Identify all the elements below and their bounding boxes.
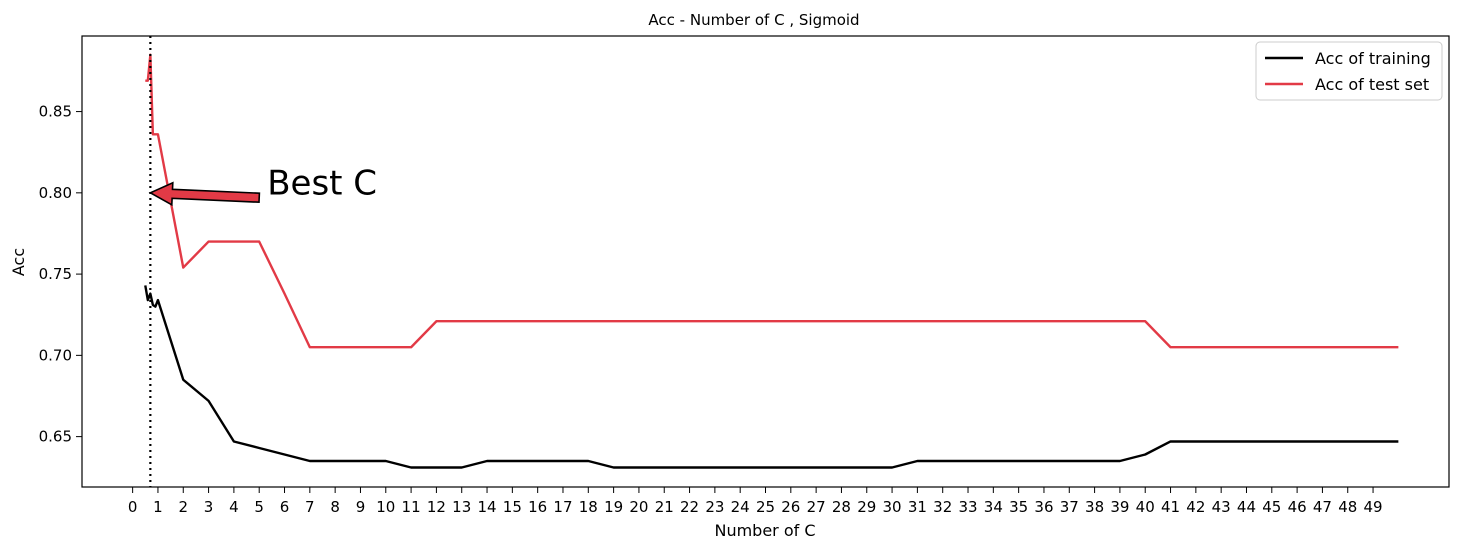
- y-axis-label: Acc: [9, 248, 28, 276]
- x-tick-label: 32: [933, 498, 952, 516]
- x-tick-label: 49: [1364, 498, 1383, 516]
- x-tick-label: 17: [553, 498, 572, 516]
- y-tick-label: 0.65: [39, 428, 72, 446]
- x-tick-label: 45: [1262, 498, 1281, 516]
- y-tick-label: 0.70: [39, 346, 72, 364]
- chart-title: Acc - Number of C , Sigmoid: [648, 11, 859, 29]
- x-tick-label: 4: [229, 498, 239, 516]
- x-tick-label: 19: [604, 498, 623, 516]
- x-tick-label: 22: [680, 498, 699, 516]
- y-tick-label: 0.85: [39, 103, 72, 121]
- x-tick-label: 6: [280, 498, 290, 516]
- x-axis-label: Number of C: [714, 521, 815, 540]
- x-tick-label: 38: [1085, 498, 1104, 516]
- x-tick-label: 13: [452, 498, 471, 516]
- x-tick-label: 2: [178, 498, 188, 516]
- x-tick-label: 35: [1009, 498, 1028, 516]
- y-axis: 0.65 0.70 0.75 0.80 0.85: [39, 103, 82, 446]
- x-tick-label: 34: [984, 498, 1003, 516]
- x-tick-label: 43: [1212, 498, 1231, 516]
- best-c-arrow: [148, 181, 261, 207]
- x-tick-label: 8: [330, 498, 340, 516]
- x-tick-label: 42: [1186, 498, 1205, 516]
- x-tick-label: 0: [128, 498, 138, 516]
- x-tick-label: 44: [1237, 498, 1256, 516]
- x-tick-label: 12: [427, 498, 446, 516]
- series-layer: [144, 53, 1399, 469]
- x-tick-label: 37: [1060, 498, 1079, 516]
- x-tick-label: 33: [958, 498, 977, 516]
- x-tick-label: 36: [1034, 498, 1053, 516]
- series-line-training: [144, 285, 1399, 469]
- y-tick-label: 0.80: [39, 184, 72, 202]
- x-tick-label: 28: [832, 498, 851, 516]
- x-tick-label: 41: [1161, 498, 1180, 516]
- x-tick-label: 24: [731, 498, 750, 516]
- annotation-layer: Best C: [148, 36, 377, 487]
- x-tick-label: 26: [781, 498, 800, 516]
- x-tick-label: 18: [579, 498, 598, 516]
- x-axis: 0 1 2 3 4 5 6 7 8 9 10 11 12 13 14 15 16 17 18 19 20 21 22 23 24…: [128, 487, 1383, 516]
- x-tick-label: 20: [629, 498, 648, 516]
- x-tick-label: 48: [1338, 498, 1357, 516]
- x-tick-label: 16: [528, 498, 547, 516]
- x-tick-label: 3: [204, 498, 214, 516]
- x-tick-label: 40: [1136, 498, 1155, 516]
- x-tick-label: 31: [908, 498, 927, 516]
- x-tick-label: 1: [153, 498, 163, 516]
- legend-label-test: Acc of test set: [1315, 75, 1429, 94]
- x-tick-label: 14: [477, 498, 496, 516]
- x-tick-label: 39: [1110, 498, 1129, 516]
- legend: Acc of training Acc of test set: [1255, 41, 1443, 101]
- x-tick-label: 7: [305, 498, 315, 516]
- x-tick-label: 23: [705, 498, 724, 516]
- series-line-test: [145, 53, 1399, 349]
- x-tick-label: 9: [356, 498, 366, 516]
- x-tick-label: 29: [857, 498, 876, 516]
- legend-label-training: Acc of training: [1315, 49, 1431, 68]
- x-tick-label: 15: [503, 498, 522, 516]
- x-tick-label: 5: [254, 498, 264, 516]
- x-tick-label: 25: [756, 498, 775, 516]
- axes-frame: [81, 35, 1450, 488]
- x-tick-label: 21: [655, 498, 674, 516]
- x-tick-label: 11: [402, 498, 421, 516]
- best-c-annotation-label: Best C: [267, 164, 377, 204]
- legend-box: [1255, 41, 1443, 101]
- x-tick-label: 27: [807, 498, 826, 516]
- plot-area: Best C: [81, 35, 1450, 488]
- x-tick-label: 30: [883, 498, 902, 516]
- x-tick-label: 10: [376, 498, 395, 516]
- y-tick-label: 0.75: [39, 265, 72, 283]
- x-tick-label: 47: [1313, 498, 1332, 516]
- x-tick-label: 46: [1288, 498, 1307, 516]
